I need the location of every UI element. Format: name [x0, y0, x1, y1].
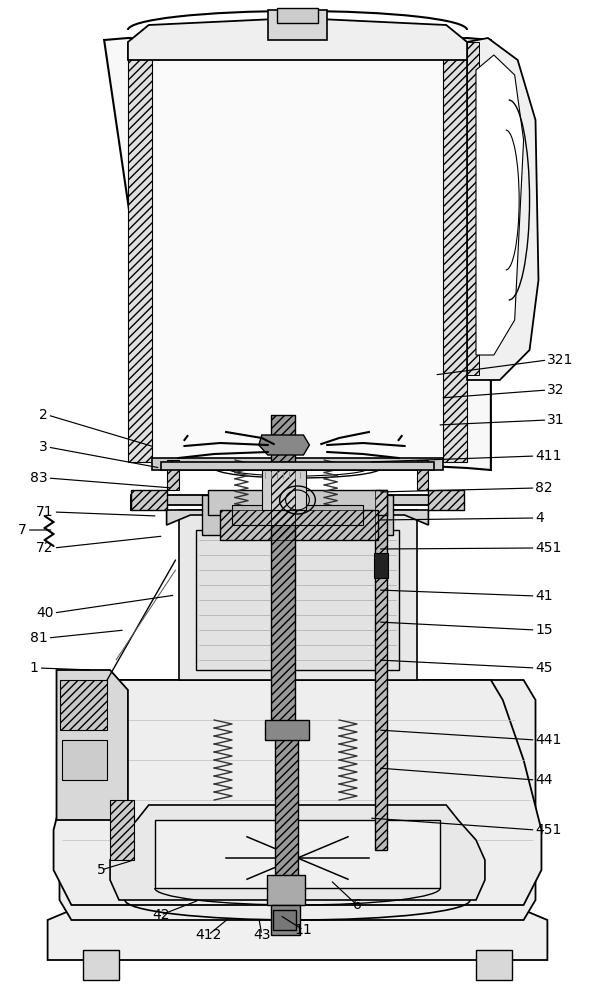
Text: 44: 44	[536, 773, 553, 787]
Polygon shape	[131, 495, 464, 510]
Text: 32: 32	[547, 383, 565, 397]
Text: 82: 82	[536, 481, 553, 495]
Text: 411: 411	[536, 449, 562, 463]
Text: 11: 11	[295, 923, 312, 937]
Polygon shape	[178, 510, 416, 680]
Bar	[60, 680, 107, 730]
Text: 71: 71	[36, 505, 54, 519]
Polygon shape	[128, 18, 467, 60]
Bar	[83, 950, 119, 980]
Bar	[275, 730, 298, 910]
Polygon shape	[428, 490, 464, 510]
Text: 41: 41	[536, 589, 553, 603]
Polygon shape	[467, 38, 538, 380]
Polygon shape	[152, 458, 443, 470]
Text: 81: 81	[30, 631, 48, 645]
Text: 441: 441	[536, 733, 562, 747]
Bar	[374, 553, 388, 578]
Bar	[267, 875, 305, 905]
Text: 1: 1	[30, 661, 39, 675]
Text: 2: 2	[39, 408, 48, 422]
Polygon shape	[110, 805, 485, 900]
Text: 412: 412	[195, 928, 221, 942]
Bar	[271, 415, 295, 735]
Bar	[262, 470, 306, 510]
Text: 40: 40	[36, 606, 54, 620]
Text: 15: 15	[536, 623, 553, 637]
Polygon shape	[443, 50, 467, 462]
Text: 4: 4	[536, 511, 544, 525]
Text: 83: 83	[30, 471, 48, 485]
Bar	[271, 905, 300, 935]
Polygon shape	[60, 680, 536, 920]
Polygon shape	[467, 42, 479, 375]
Text: 5: 5	[97, 863, 105, 877]
Bar	[152, 60, 443, 460]
Polygon shape	[167, 460, 178, 490]
Polygon shape	[476, 55, 524, 355]
Bar	[220, 510, 378, 540]
Text: 451: 451	[536, 823, 562, 837]
Bar	[375, 490, 387, 850]
Text: 31: 31	[547, 413, 565, 427]
Bar	[208, 490, 387, 515]
Text: 6: 6	[353, 898, 361, 912]
Bar	[271, 415, 295, 735]
Text: 321: 321	[547, 353, 574, 367]
Bar	[62, 740, 107, 780]
Bar	[220, 510, 378, 540]
Text: 43: 43	[253, 928, 271, 942]
Bar	[202, 495, 393, 535]
Text: 3: 3	[39, 440, 48, 454]
Polygon shape	[57, 670, 128, 820]
Polygon shape	[196, 530, 399, 670]
Text: 42: 42	[152, 908, 170, 922]
Bar	[476, 950, 512, 980]
Text: 451: 451	[536, 541, 562, 555]
Polygon shape	[259, 435, 309, 455]
Bar	[265, 720, 309, 740]
Polygon shape	[104, 38, 491, 470]
Bar	[155, 820, 440, 888]
Text: 7: 7	[18, 523, 27, 537]
Bar	[273, 910, 296, 930]
Polygon shape	[54, 680, 541, 905]
Polygon shape	[128, 50, 152, 462]
Bar	[110, 800, 134, 860]
Polygon shape	[161, 462, 434, 470]
Bar	[275, 730, 298, 910]
Text: 72: 72	[36, 541, 54, 555]
Polygon shape	[131, 490, 167, 510]
Polygon shape	[167, 510, 428, 525]
Bar	[277, 8, 318, 23]
Bar	[375, 490, 387, 850]
Polygon shape	[48, 905, 547, 960]
Text: 45: 45	[536, 661, 553, 675]
Bar	[268, 10, 327, 40]
Bar	[232, 505, 363, 525]
Polygon shape	[416, 460, 428, 490]
